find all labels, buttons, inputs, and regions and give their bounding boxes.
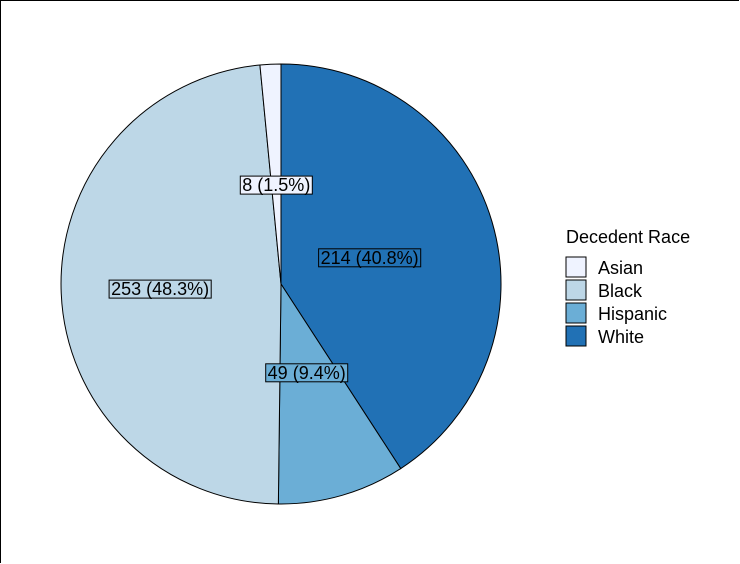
slice-label-text-black: 253 (48.3%) — [111, 279, 209, 299]
legend-label-hispanic: Hispanic — [598, 304, 667, 324]
slice-label-box-hispanic — [265, 363, 349, 383]
pie-slice-hispanic — [277, 282, 402, 505]
slice-label-black: 253 (48.3%) — [108, 279, 212, 299]
slice-label-white: 214 (40.8%) — [318, 248, 422, 268]
pie-labels: 214 (40.8%) 49 (9.4%) 253 (48.3%) 8 (1.5%) — [108, 175, 422, 383]
slice-label-text-white: 214 (40.8%) — [321, 248, 419, 268]
legend-title: Decedent Race — [566, 227, 690, 247]
legend-swatch-black — [565, 279, 587, 301]
legend-item-hispanic: Hispanic — [565, 302, 667, 324]
slice-label-box-asian — [239, 175, 313, 195]
legend-label-asian: Asian — [598, 258, 643, 278]
legend-label-black: Black — [598, 281, 643, 301]
legend-label-white: White — [598, 327, 644, 347]
slice-label-text-asian: 8 (1.5%) — [242, 175, 310, 195]
legend-swatch-white — [565, 325, 587, 347]
legend-item-black: Black — [565, 279, 643, 301]
legend-swatch-hispanic — [565, 302, 587, 324]
legend: Decedent Race Asian Black Hispanic White — [565, 227, 690, 347]
legend-item-asian: Asian — [565, 256, 643, 278]
legend-item-white: White — [565, 325, 644, 347]
slice-label-text-hispanic: 49 (9.4%) — [268, 363, 346, 383]
slice-label-box-white — [318, 248, 422, 268]
legend-items: Asian Black Hispanic White — [565, 256, 667, 347]
pie-slice-asian — [259, 63, 282, 285]
legend-swatch-asian — [565, 256, 587, 278]
slice-label-box-black — [108, 279, 212, 299]
slice-label-asian: 8 (1.5%) — [239, 175, 313, 195]
slice-label-hispanic: 49 (9.4%) — [265, 363, 349, 383]
